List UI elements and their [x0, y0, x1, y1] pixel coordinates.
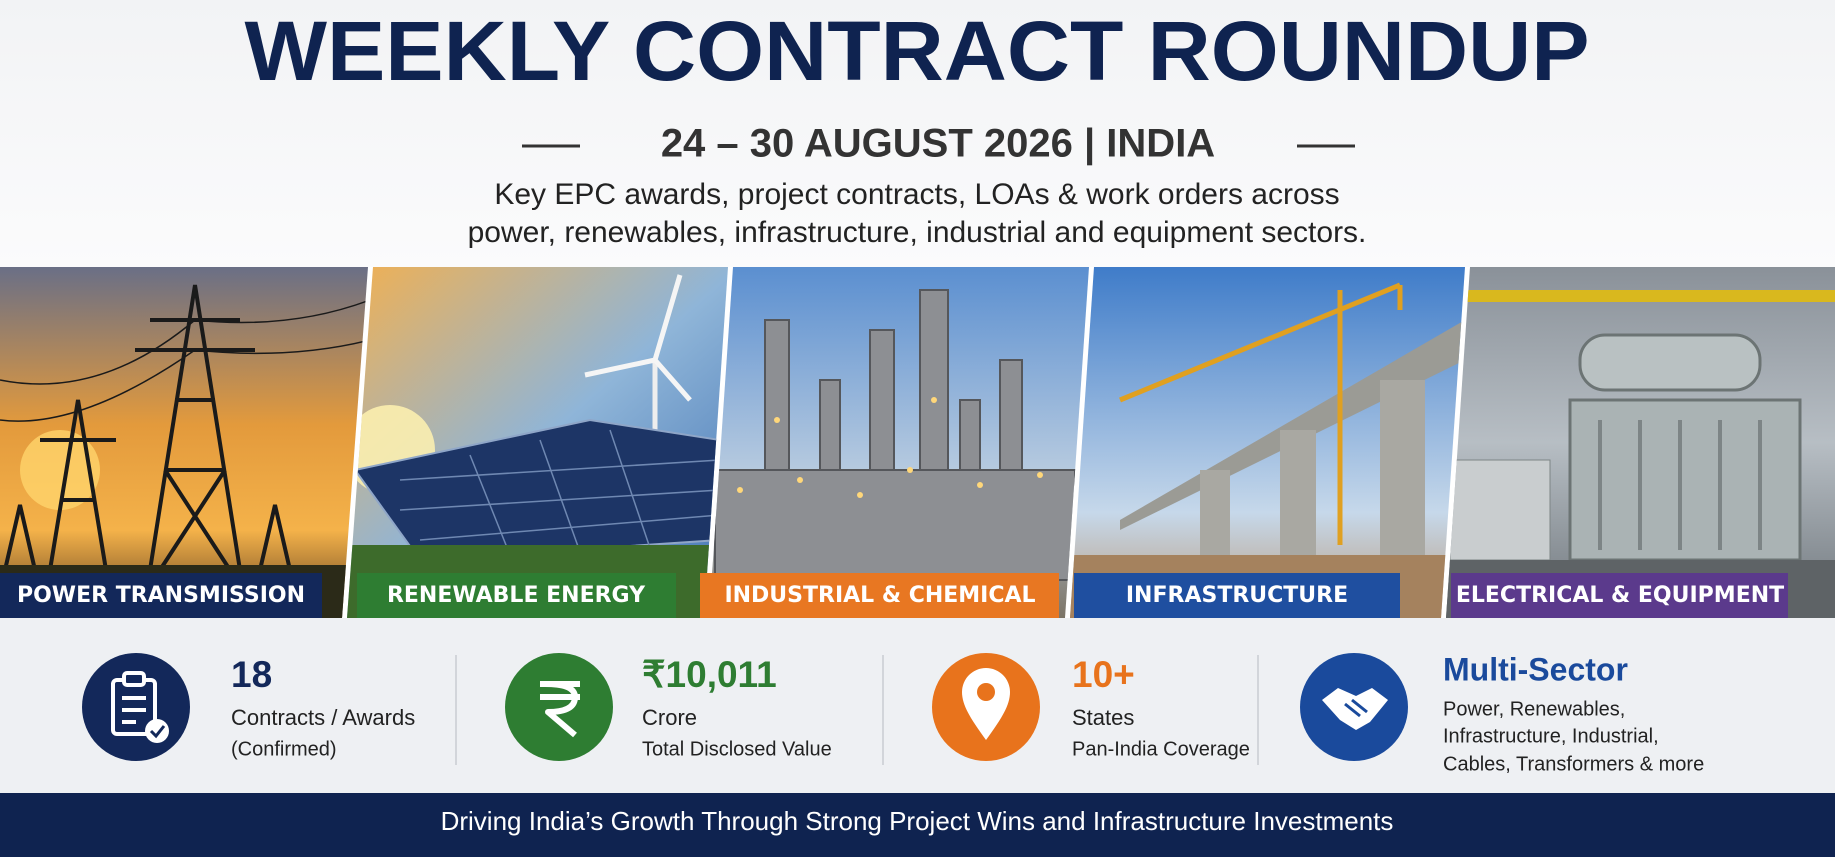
sector-tag: [357, 573, 676, 618]
sector-label: ELECTRICAL & EQUIPMENT: [1456, 583, 1784, 608]
stat-label: Crore: [642, 705, 697, 730]
photo-industrial: [709, 267, 1089, 618]
description: Key EPC awards, project contracts, LOAs …: [494, 178, 1339, 211]
sector-tag: [1074, 573, 1400, 618]
rupee-icon: [540, 681, 580, 738]
footer-bg: [0, 793, 1835, 857]
icon-value: [505, 653, 613, 761]
photo-power: [0, 267, 368, 618]
sector-label: INFRASTRUCTURE: [1126, 583, 1348, 608]
stat-label: States: [1072, 705, 1134, 730]
stat-value: 10+: [1072, 654, 1135, 695]
sector-tag: [0, 573, 322, 618]
subtitle: 24 – 30 AUGUST 2026 | INDIA: [661, 122, 1215, 166]
stat-line: Power, Renewables,: [1443, 698, 1625, 720]
handshake-detail: [1344, 698, 1368, 718]
check-badge: [145, 719, 169, 743]
dividers: [455, 655, 1259, 765]
photo-renewable: [347, 267, 728, 618]
handshake-icon: [1322, 688, 1388, 730]
stat-line: Infrastructure, Industrial,: [1443, 725, 1659, 747]
stat-note: (Confirmed): [231, 738, 337, 760]
header-bg: [0, 0, 1835, 267]
sector-tag: [1451, 573, 1788, 618]
pin-dot: [977, 683, 995, 701]
photo-equipment: [1446, 267, 1835, 618]
sector-label: POWER TRANSMISSION: [17, 583, 305, 608]
stat-value: Multi-Sector: [1443, 651, 1628, 687]
sector-label: RENEWABLE ENERGY: [387, 583, 646, 608]
icon-contracts: [82, 653, 190, 761]
stat-line: Cables, Transformers & more: [1443, 753, 1704, 775]
sector-tag: [700, 573, 1059, 618]
stat-note: Total Disclosed Value: [642, 738, 832, 760]
check-icon: [149, 725, 166, 739]
description: power, renewables, infrastructure, indus…: [468, 216, 1367, 249]
photo-infrastructure: [1070, 267, 1465, 618]
title: WEEKLY CONTRACT ROUNDUP: [245, 4, 1590, 98]
stats-bg: [0, 618, 1835, 793]
stat-value: ₹10,011: [642, 654, 777, 695]
sector-label: INDUSTRIAL & CHEMICAL: [724, 583, 1035, 608]
stat-note: Pan-India Coverage: [1072, 738, 1250, 760]
pin-icon: [962, 668, 1010, 740]
stat-value: 18: [231, 654, 272, 695]
footer-text: Driving India’s Growth Through Strong Pr…: [441, 806, 1394, 836]
clipboard-icon: [111, 671, 157, 736]
stat-label: Contracts / Awards: [231, 705, 415, 730]
